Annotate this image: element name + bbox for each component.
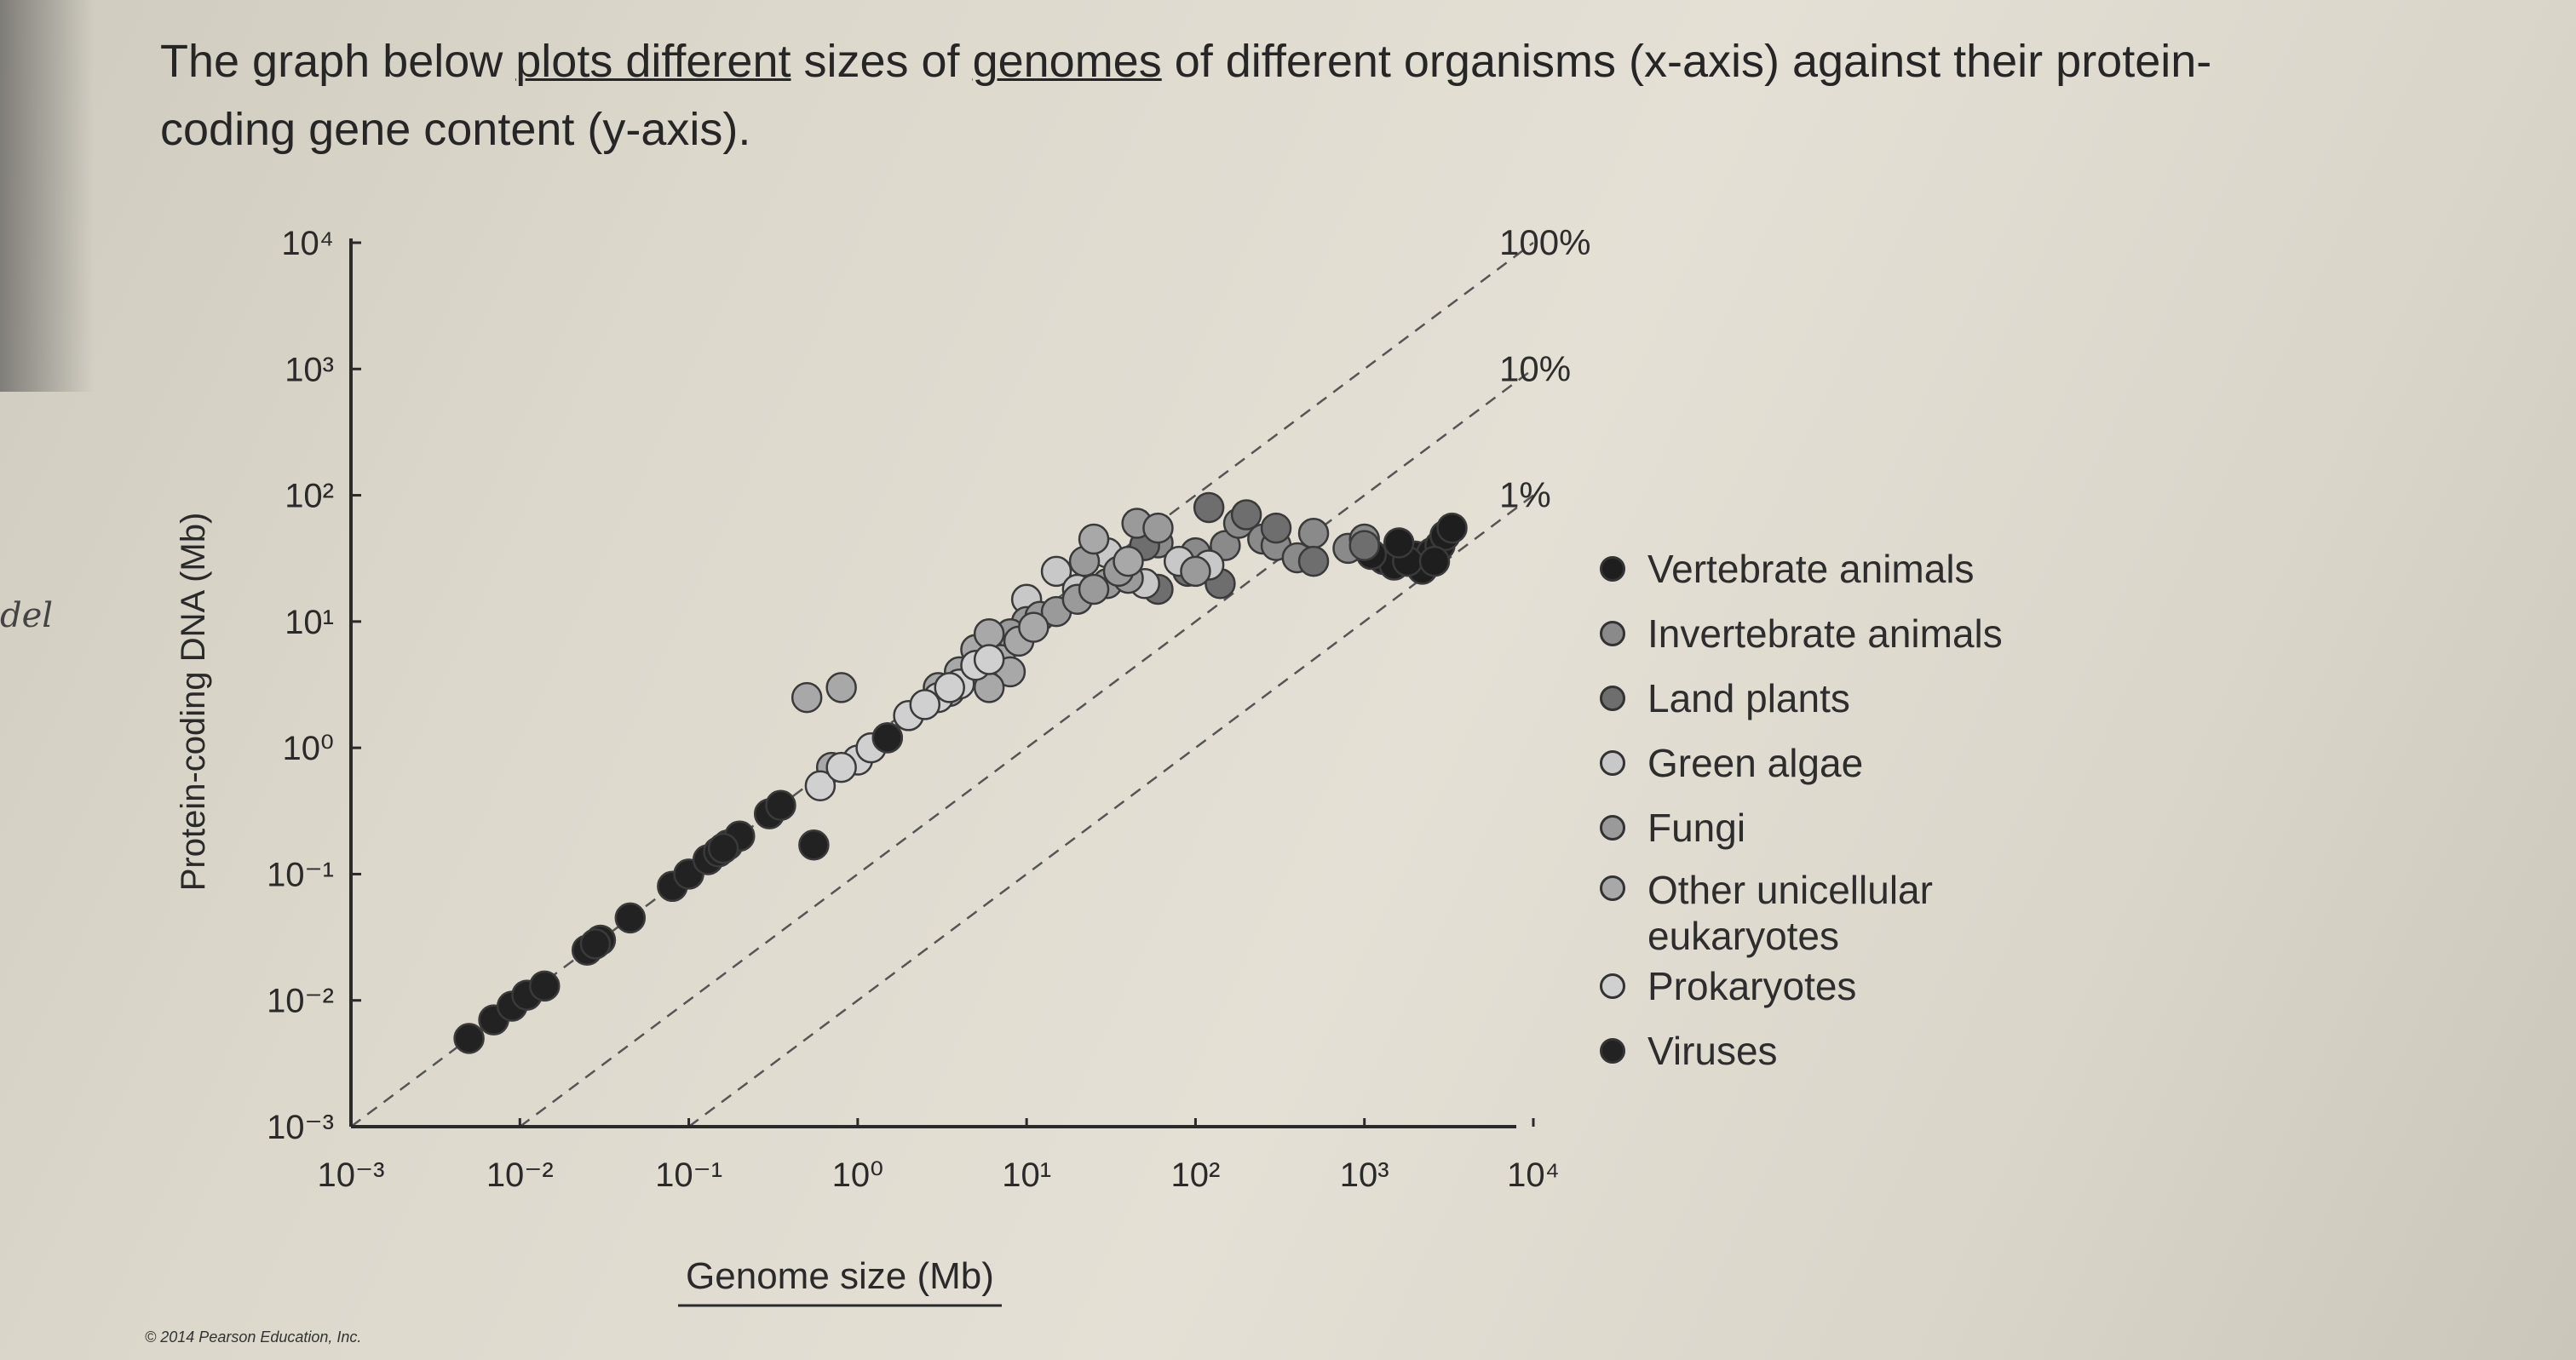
data-point (973, 644, 1005, 675)
intro-line2: coding gene content (y-axis). (160, 104, 751, 155)
data-point (1383, 527, 1415, 559)
legend-item: Invertebrate animals (1600, 601, 2003, 666)
margin-scribble: del (0, 596, 54, 635)
data-point (579, 928, 612, 960)
data-point (1113, 545, 1144, 577)
data-point (1230, 499, 1262, 531)
intro-underlined-1: plots different (515, 36, 791, 87)
legend-marker (1600, 621, 1625, 646)
data-point (1436, 512, 1468, 544)
reference-line-label: 100% (1499, 222, 1590, 262)
legend-label: Viruses (1647, 1029, 1778, 1073)
legend-marker (1600, 1038, 1625, 1064)
y-tick-label: 10¹ (285, 604, 334, 641)
data-point (1018, 611, 1049, 643)
data-point (707, 832, 739, 864)
data-point (1193, 491, 1225, 524)
data-point (934, 672, 965, 703)
legend-item: Other unicellular eukaryotes (1600, 860, 2003, 958)
data-point (1142, 512, 1174, 544)
x-tick-label: 10³ (1340, 1156, 1389, 1194)
data-point (765, 789, 796, 822)
legend-item: Prokaryotes (1600, 954, 2003, 1019)
legend-marker (1600, 750, 1625, 776)
series-prokaryotes (804, 644, 1005, 802)
data-point (871, 722, 904, 754)
legend-label: Land plants (1647, 676, 1850, 720)
data-point (825, 672, 857, 703)
data-point (791, 681, 823, 714)
y-tick-label: 10⁴ (281, 225, 334, 262)
data-point (529, 970, 561, 1002)
x-axis-label: Genome size (Mb) (686, 1255, 994, 1297)
chart-legend: Vertebrate animals Invertebrate animals La… (1600, 537, 2003, 1083)
data-point (1348, 530, 1380, 561)
copyright-note: © 2014 Pearson Education, Inc. (145, 1328, 362, 1346)
data-point (1418, 545, 1451, 577)
data-point (614, 902, 647, 934)
y-axis-label: Protein-coding DNA (Mb) (175, 513, 212, 892)
data-point (1078, 523, 1110, 555)
legend-item: Fungi (1600, 795, 2003, 860)
y-tick-label: 10² (285, 478, 334, 515)
legend-label: Green algae (1647, 741, 1864, 785)
data-point (453, 1023, 485, 1054)
intro-line1-end: of different organisms (x-axis) against … (1161, 36, 2212, 87)
x-tick-label: 10⁰ (832, 1156, 884, 1194)
legend-label: Prokaryotes (1647, 964, 1857, 1008)
data-point (804, 770, 837, 802)
genome-scatter-chart: 100% 10% 1% 10⁻³ 10⁻² 10⁻¹ 10⁰ 10¹ 10² 10³ 10⁴ 10⁻³… (175, 222, 1590, 1307)
x-tick-label: 10⁻¹ (655, 1156, 722, 1194)
data-point (1297, 545, 1330, 577)
legend-item: Viruses (1600, 1019, 2003, 1083)
legend-label: Vertebrate animals (1647, 547, 1975, 591)
reference-line-label: 10% (1499, 348, 1571, 388)
data-point (973, 617, 1005, 650)
legend-item: Land plants (1600, 666, 2003, 731)
data-point (825, 751, 857, 783)
x-tick-label: 10⁴ (1507, 1156, 1560, 1194)
legend-label: Fungi (1647, 806, 1746, 850)
y-tick-label: 10⁰ (282, 730, 334, 767)
x-tick-label: 10⁻² (486, 1156, 554, 1194)
data-point (1040, 555, 1072, 588)
legend-marker (1600, 875, 1625, 901)
data-point (1180, 555, 1211, 588)
data-point (909, 689, 941, 720)
intro-line1-start: The graph below (160, 36, 516, 87)
legend-label: Invertebrate animals (1647, 611, 2003, 656)
legend-marker (1600, 686, 1625, 711)
data-point (1078, 573, 1110, 605)
reference-line-1 (519, 368, 1534, 1128)
legend-marker (1600, 556, 1625, 582)
legend-item: Green algae (1600, 731, 2003, 795)
legend-item: Vertebrate animals (1600, 537, 2003, 601)
x-tick-label: 10¹ (1002, 1156, 1051, 1194)
reference-line-label: 1% (1499, 475, 1551, 515)
intro-line1-mid: sizes of (791, 36, 973, 87)
data-point (1260, 512, 1292, 544)
legend-label: Other unicellular eukaryotes (1647, 868, 1933, 958)
data-point (798, 829, 830, 861)
intro-underlined-2: genomes (972, 36, 1162, 87)
y-tick-label: 10⁻³ (267, 1109, 334, 1146)
x-tick-label: 10⁻³ (318, 1156, 385, 1194)
x-tick-label: 10² (1171, 1156, 1221, 1194)
y-tick-label: 10³ (285, 351, 334, 388)
y-tick-label: 10⁻² (267, 983, 334, 1020)
legend-marker (1600, 973, 1625, 999)
y-tick-label: 10⁻¹ (267, 856, 334, 893)
photo-shadow (0, 0, 94, 392)
series-viruses (453, 722, 904, 1054)
intro-text: The graph below plots different sizes of… (160, 27, 2511, 164)
legend-marker (1600, 815, 1625, 841)
data-point (1297, 517, 1330, 549)
